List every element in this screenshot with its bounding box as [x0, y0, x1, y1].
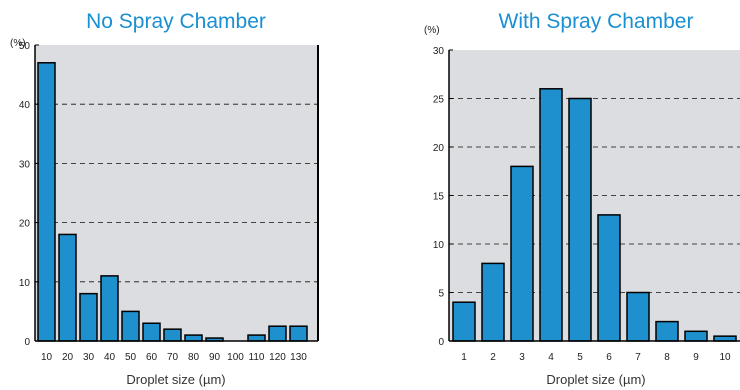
x-tick-label: 70 [167, 352, 179, 363]
x-tick-label: 50 [125, 352, 137, 363]
bar [597, 214, 621, 342]
y-tick-label: 5 [438, 289, 444, 300]
chart-with-spray-chamber: With Spray Chamber (%) Droplet size (µm)… [424, 10, 740, 387]
x-axis-label-right: Droplet size (µm) [546, 372, 645, 387]
bar [510, 165, 534, 342]
x-axis-label-left: Droplet size (µm) [126, 372, 225, 387]
bar [481, 262, 505, 342]
bar [79, 292, 98, 342]
bar [58, 233, 77, 342]
bar [142, 322, 161, 342]
x-tick-label: 3 [519, 352, 525, 363]
chart-no-spray-chamber: No Spray Chamber (%) Droplet size (µm) 0… [10, 10, 319, 387]
x-tick-label: 8 [664, 352, 670, 363]
x-tick-label: 40 [104, 352, 116, 363]
y-tick-label: 0 [438, 337, 444, 348]
x-tick-label: 60 [146, 352, 158, 363]
x-tick-label: 2 [490, 352, 496, 363]
bar [163, 328, 182, 342]
bars-right [452, 88, 737, 342]
x-tick-label: 1 [461, 352, 467, 363]
x-tick-label: 90 [209, 352, 221, 363]
bar [268, 325, 287, 342]
y-unit-label-right: (%) [424, 25, 440, 36]
y-tick-label: 15 [433, 192, 445, 203]
y-tick-label: 50 [19, 41, 31, 52]
bar [568, 97, 592, 342]
x-tick-label: 4 [548, 352, 554, 363]
bar [184, 334, 203, 342]
x-tick-label: 110 [249, 352, 265, 363]
bar [100, 275, 119, 342]
bar [247, 334, 266, 342]
y-tick-label: 30 [19, 159, 31, 170]
bar [121, 310, 140, 342]
y-tick-label: 20 [433, 143, 445, 154]
bar [452, 301, 476, 342]
bar [684, 330, 708, 342]
x-tick-label: 100 [227, 352, 244, 363]
x-tick-label: 9 [693, 352, 699, 363]
bar [289, 325, 308, 342]
x-tick-label: 7 [635, 352, 641, 363]
x-ticks-right: 1 2 3 4 5 6 7 8 9 10 [461, 352, 731, 363]
gridlines-left [35, 103, 318, 283]
plot-area-left [35, 45, 318, 341]
y-unit-label-left: (%) [10, 38, 26, 49]
y-tick-label: 40 [19, 100, 31, 111]
x-tick-label: 10 [41, 352, 53, 363]
x-tick-label: 130 [290, 352, 307, 363]
x-tick-label: 80 [188, 352, 200, 363]
x-ticks-left: 10 20 30 40 50 60 70 80 90 100 110 120 130 [41, 352, 307, 363]
x-tick-label: 10 [719, 352, 731, 363]
bar [655, 320, 679, 342]
y-tick-label: 0 [24, 337, 30, 348]
x-tick-label: 20 [62, 352, 74, 363]
chart-title-left: No Spray Chamber [86, 10, 266, 33]
x-tick-label: 30 [83, 352, 95, 363]
y-tick-label: 20 [19, 219, 31, 230]
bars-left [37, 62, 308, 342]
x-tick-label: 120 [269, 352, 286, 363]
y-tick-label: 10 [19, 278, 31, 289]
x-tick-label: 5 [577, 352, 583, 363]
bar [37, 62, 56, 342]
x-tick-label: 6 [606, 352, 612, 363]
bar [626, 291, 650, 342]
y-tick-label: 10 [433, 240, 445, 251]
y-tick-label: 25 [433, 95, 445, 106]
bar [539, 88, 563, 342]
y-tick-label: 30 [433, 46, 445, 57]
chart-title-right: With Spray Chamber [499, 10, 694, 33]
